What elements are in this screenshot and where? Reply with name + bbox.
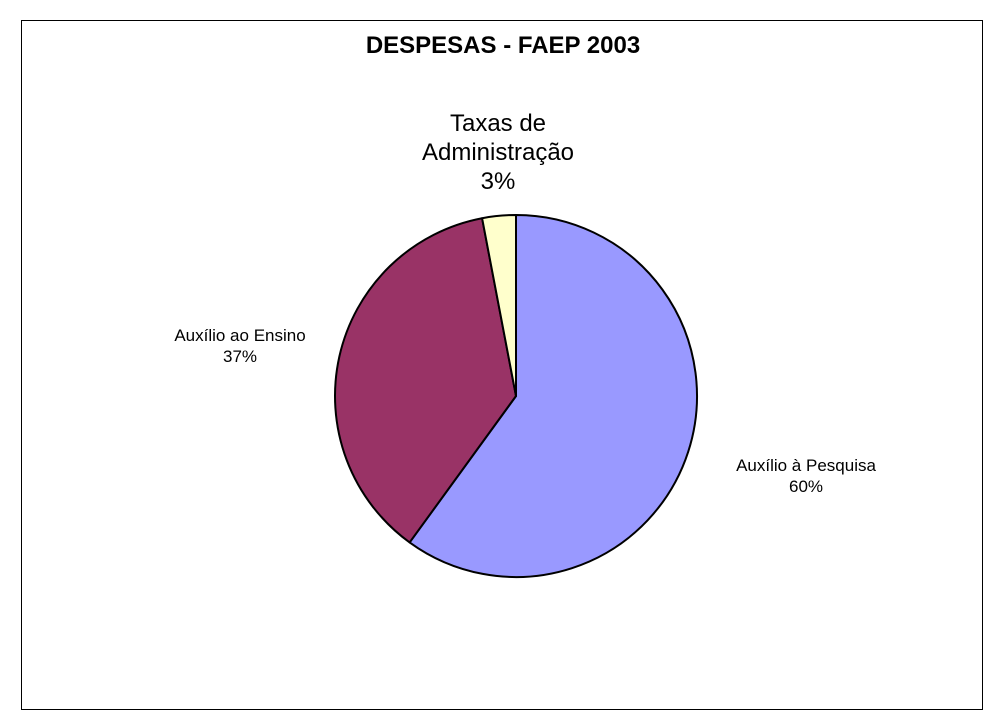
chart-title: DESPESAS - FAEP 2003 bbox=[365, 32, 641, 59]
slice-label-auxilio-ensino: Auxílio ao Ensino 37% bbox=[130, 325, 350, 368]
slice-name: Taxas de Administração bbox=[421, 110, 575, 166]
slice-taxas-administracao bbox=[481, 214, 517, 397]
slice-percent: 60% bbox=[788, 477, 824, 497]
slice-auxilio-pesquisa bbox=[408, 214, 698, 578]
slice-label-auxilio-pesquisa: Auxílio à Pesquisa 60% bbox=[700, 455, 912, 498]
slice-auxilio-ensino bbox=[334, 217, 517, 544]
slice-name: Auxílio ao Ensino bbox=[174, 326, 306, 345]
slice-label-taxas-administracao: Taxas de Administração 3% bbox=[393, 110, 603, 196]
slice-percent: 37% bbox=[222, 347, 258, 367]
slice-percent: 3% bbox=[480, 167, 516, 195]
pie-slices bbox=[334, 214, 698, 578]
slice-name: Auxílio à Pesquisa bbox=[736, 456, 876, 475]
